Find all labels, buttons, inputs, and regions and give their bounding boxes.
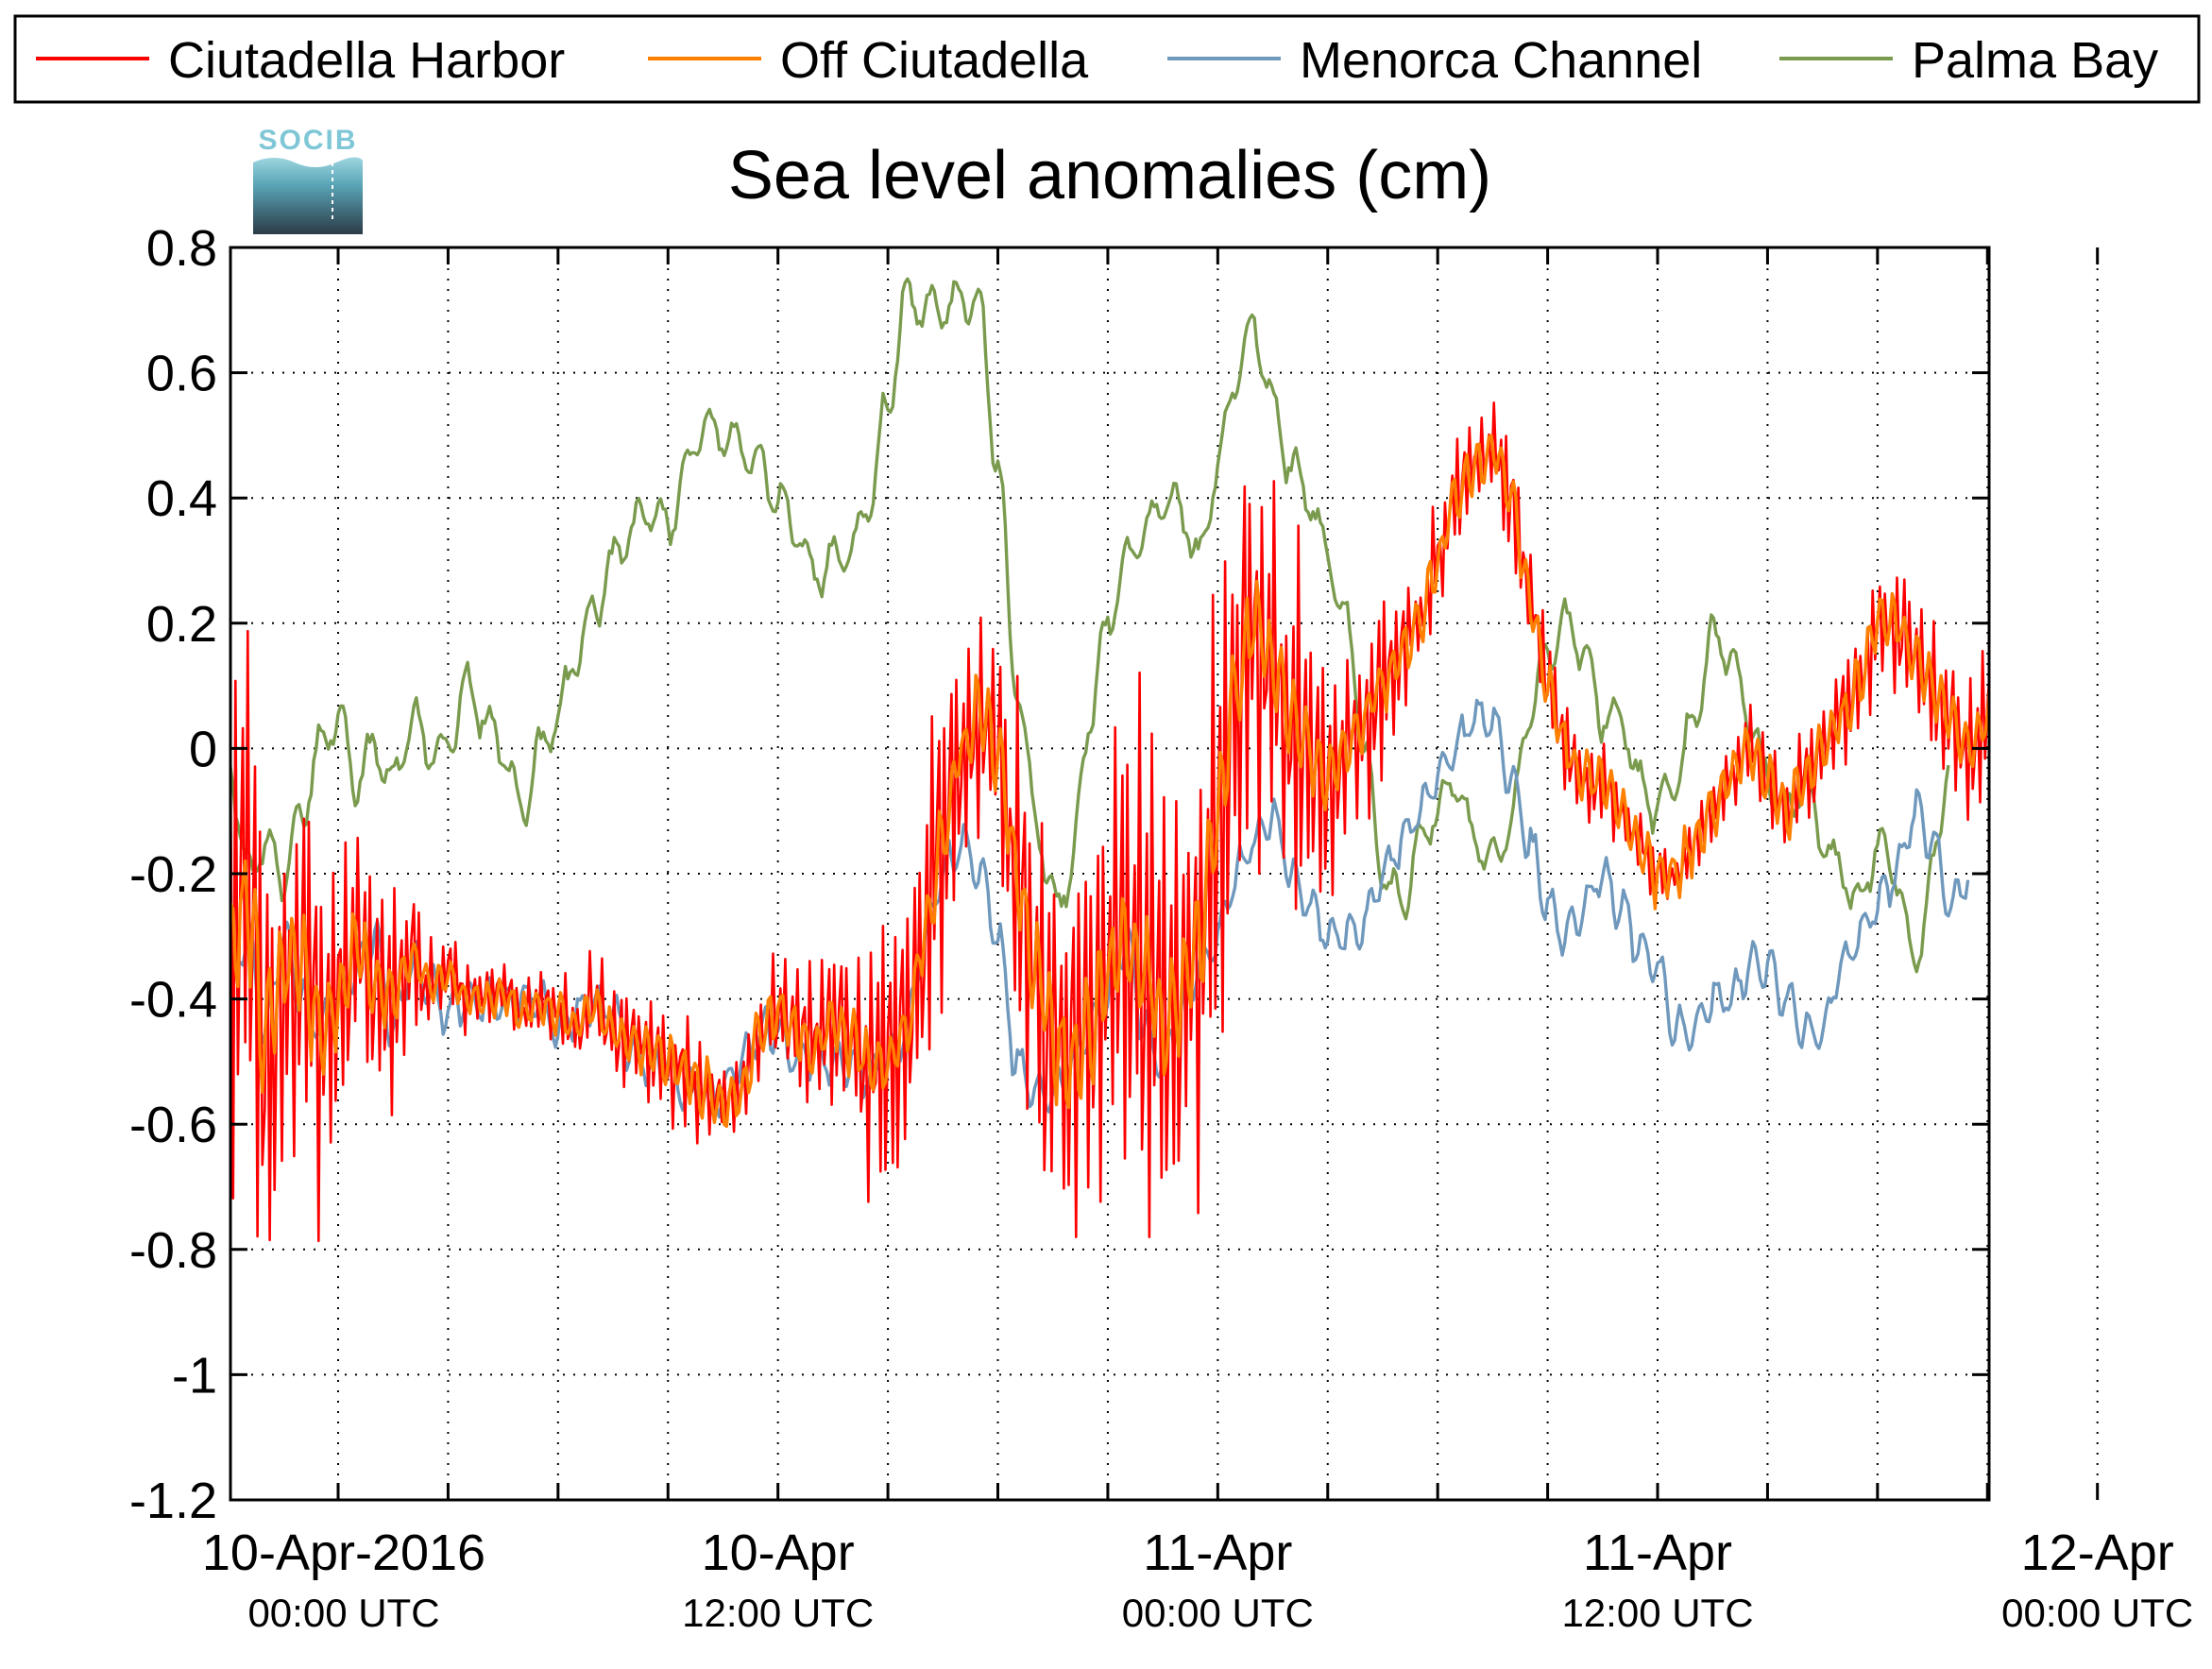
x-tick-label: 10-Apr <box>702 1524 855 1581</box>
socib-logo-wave <box>253 157 363 234</box>
y-tick-label: -1.2 <box>129 1473 217 1529</box>
x-tick-label: 12-Apr <box>2021 1524 2174 1581</box>
y-tick-label: 0.6 <box>146 346 217 402</box>
legend-label-palma-bay: Palma Bay <box>1912 32 2158 89</box>
grid <box>230 247 2099 1500</box>
socib-logo: SOCIB <box>253 125 363 234</box>
series-line-palma-bay <box>230 277 1950 974</box>
y-tick-label: 0.2 <box>146 596 217 653</box>
plot-frame-bg <box>230 247 1989 1500</box>
plot-area <box>229 246 2100 1502</box>
legend: Ciutadella Harbor Off Ciutadella Menorca… <box>13 14 2201 104</box>
series-layer <box>230 277 1989 1243</box>
x-tick-sublabel: 12:00 UTC <box>682 1591 874 1635</box>
y-axis: 0.8 0.6 0.4 0.2 0 -0.2 -0.4 -0.6 -0.8 -1 -1.2 <box>129 220 217 1529</box>
x-tick-sublabel: 00:00 UTC <box>2001 1591 2193 1635</box>
legend-label-off-ciutadella: Off Ciutadella <box>780 32 1089 89</box>
axis-ticks <box>230 246 2100 1502</box>
x-tick-label: 10-Apr-2016 <box>202 1524 485 1581</box>
y-tick-label: 0 <box>189 721 217 777</box>
y-tick-label: -0.6 <box>129 1097 217 1153</box>
y-tick-label: -1 <box>172 1347 217 1404</box>
socib-logo-text: SOCIB <box>258 125 357 156</box>
x-tick-sublabel: 00:00 UTC <box>247 1591 439 1635</box>
y-tick-label: -0.2 <box>129 846 217 903</box>
x-tick-sublabel: 00:00 UTC <box>1122 1591 1314 1635</box>
series-line-off-ciutadella <box>230 434 1989 1129</box>
legend-label-ciutadella-harbor: Ciutadella Harbor <box>168 32 565 89</box>
y-tick-label: -0.4 <box>129 972 217 1029</box>
y-tick-label: 0.8 <box>146 220 217 277</box>
x-tick-label: 11-Apr <box>1583 1524 1732 1581</box>
x-axis: 10-Apr-2016 00:00 UTC 10-Apr 12:00 UTC 11-Ap… <box>202 1524 2193 1635</box>
y-tick-label: -0.8 <box>129 1222 217 1279</box>
y-tick-label: 0.4 <box>146 470 217 527</box>
chart-title: Sea level anomalies (cm) <box>728 138 1491 213</box>
x-tick-sublabel: 12:00 UTC <box>1561 1591 1753 1635</box>
legend-label-menorca-channel: Menorca Channel <box>1300 32 1702 89</box>
x-tick-label: 11-Apr <box>1143 1524 1292 1581</box>
